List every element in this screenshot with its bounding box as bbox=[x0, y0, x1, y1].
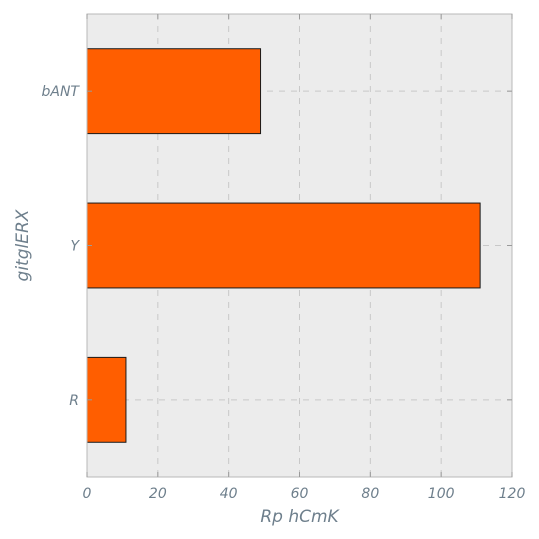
x-tick-label: 0 bbox=[83, 486, 92, 502]
x-tick-label: 100 bbox=[428, 486, 455, 502]
y-tick-label: Y bbox=[70, 239, 80, 255]
bars bbox=[86, 48, 481, 443]
y-tick-label: R bbox=[69, 393, 79, 409]
x-axis-ticks: 0 20 40 60 80 100 120 bbox=[83, 14, 526, 502]
x-tick-label: 80 bbox=[361, 486, 379, 502]
x-tick-label: 20 bbox=[149, 486, 167, 502]
y-axis-title: gitglERX bbox=[13, 209, 33, 281]
bar bbox=[86, 356, 127, 443]
y-tick-label: bANT bbox=[42, 84, 81, 100]
bar bbox=[86, 48, 262, 135]
bar bbox=[86, 202, 481, 289]
x-axis-title: Rp hCmK bbox=[260, 507, 340, 527]
x-tick-label: 40 bbox=[220, 486, 238, 502]
x-tick-label: 120 bbox=[499, 486, 526, 502]
x-tick-label: 60 bbox=[291, 486, 309, 502]
